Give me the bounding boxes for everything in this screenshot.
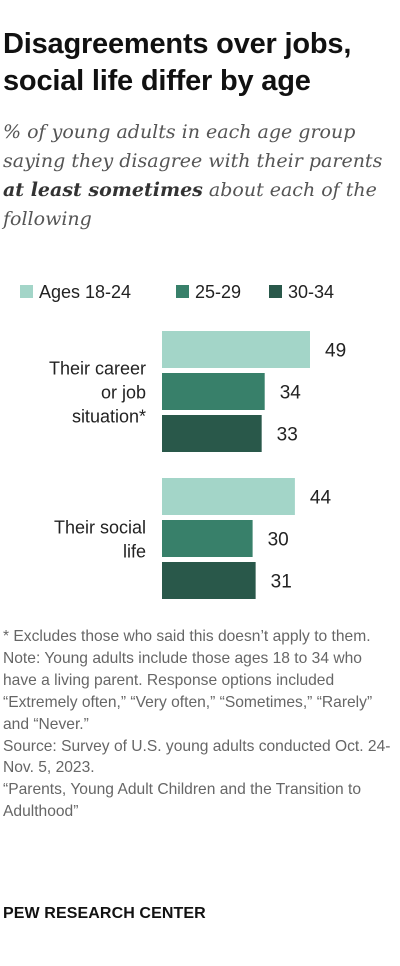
legend-label-25-29: 25-29 — [195, 282, 241, 302]
category-label-career: Their career or job situation* — [49, 359, 146, 427]
legend-label-ages-18-24: Ages 18-24 — [39, 282, 131, 302]
bar-social-life-25-29 — [162, 520, 253, 557]
subtitle-text-after: about each of the following — [3, 179, 377, 230]
bar-social-life-30-34 — [162, 562, 256, 599]
legend-swatch-ages-18-24 — [20, 285, 33, 298]
bar-career-ages-18-24 — [162, 331, 310, 368]
chart-title: Disagreements over jobs, social life dif… — [3, 28, 352, 97]
legend-swatch-25-29 — [176, 285, 189, 298]
legend-swatch-30-34 — [269, 285, 282, 298]
source-note: Source: Survey of U.S. young adults cond… — [3, 737, 391, 777]
bar-career-30-34 — [162, 415, 262, 452]
bar-social-life-ages-18-24 — [162, 478, 295, 515]
subtitle-text-before: % of young adults in each age group sayi… — [3, 121, 383, 172]
value-label-social-life-30-34: 31 — [271, 572, 292, 593]
footnote-asterisk: * Excludes those who said this doesn’t a… — [3, 628, 371, 645]
subtitle-emphasis: at least sometimes — [3, 179, 203, 201]
report-title-note: “Parents, Young Adult Children and the T… — [3, 781, 362, 821]
chart-subtitle: % of young adults in each age group sayi… — [3, 118, 397, 234]
organization-name: PEW RESEARCH CENTER — [3, 905, 206, 922]
legend-label-30-34: 30-34 — [288, 282, 334, 302]
bar-chart: Ages 18-24 25-29 30-34 49 34 33 Their career or… — [20, 282, 346, 599]
value-label-career-ages-18-24: 49 — [325, 341, 346, 362]
chart-notes: * Excludes those who said this doesn’t a… — [3, 626, 395, 823]
value-label-social-life-25-29: 30 — [268, 530, 289, 551]
value-label-career-25-29: 34 — [280, 383, 302, 404]
value-label-social-life-ages-18-24: 44 — [310, 488, 332, 509]
bar-career-25-29 — [162, 373, 265, 410]
category-label-social-life: Their social life — [54, 518, 146, 562]
methodology-note: Note: Young adults include those ages 18… — [3, 649, 373, 733]
value-label-career-30-34: 33 — [277, 425, 298, 446]
